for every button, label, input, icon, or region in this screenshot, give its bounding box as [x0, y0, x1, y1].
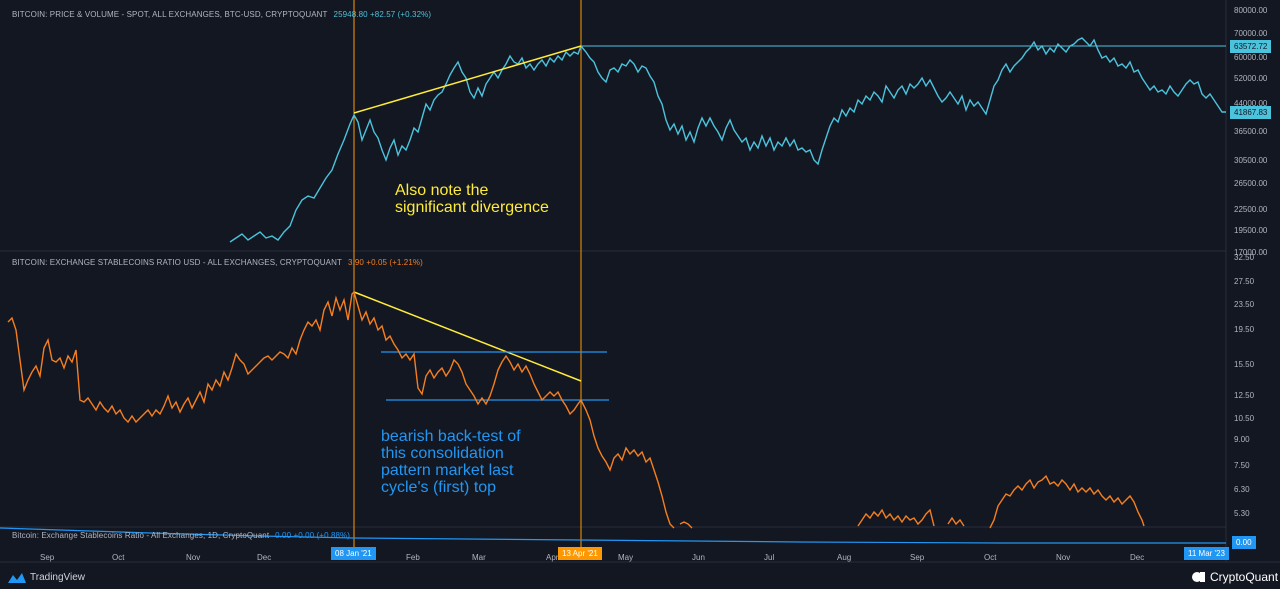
bottom-value-tag: 0.00: [1232, 536, 1256, 549]
x-tick: May: [618, 553, 633, 562]
cryptoquant-logo[interactable]: CryptoQuant: [1192, 570, 1278, 584]
tradingview-icon: [8, 572, 26, 583]
backtest-line-3: pattern market last: [381, 462, 514, 479]
cryptoquant-label: CryptoQuant: [1210, 570, 1279, 584]
x-tick: Sep: [40, 553, 55, 562]
price-tag-current: 41867.83: [1230, 106, 1272, 119]
x-tick: Oct: [112, 553, 125, 562]
price-pane-title-text: BITCOIN: PRICE & VOLUME - SPOT, ALL EXCH…: [12, 10, 328, 19]
y-tick-price: 22500.00: [1234, 205, 1268, 214]
date-tag-end: 11 Mar '23: [1184, 547, 1229, 560]
y-tick-ratio: 15.50: [1234, 360, 1255, 369]
x-tick: Sep: [910, 553, 925, 562]
x-tick: Nov: [186, 553, 200, 562]
ratio-pane-title-text: BITCOIN: EXCHANGE STABLECOINS RATIO USD …: [12, 258, 342, 267]
y-tick-price: 52000.00: [1234, 74, 1268, 83]
price-pane-change: +82.57 (+0.32%): [370, 10, 432, 19]
x-tick: Jun: [692, 553, 705, 562]
y-tick-ratio: 7.50: [1234, 461, 1250, 470]
bottom-ratio-line: [0, 527, 1226, 544]
x-tick: Feb: [406, 553, 420, 562]
x-tick: Apr: [546, 553, 559, 562]
bottom-pane-title: Bitcoin: Exchange Stablecoins Ratio - Al…: [12, 531, 350, 540]
y-tick-price: 30500.00: [1234, 156, 1268, 165]
y-tick-price: 60000.00: [1234, 53, 1268, 62]
tradingview-logo[interactable]: TradingView: [8, 572, 85, 583]
price-tag-high: 63572.72: [1230, 40, 1272, 53]
y-tick-ratio: 23.50: [1234, 300, 1255, 309]
x-tick: Mar: [472, 553, 486, 562]
ratio-pane-change: +0.05 (+1.21%): [366, 258, 423, 267]
backtest-line-2: this consolidation: [381, 445, 504, 462]
y-tick-ratio: 9.00: [1234, 435, 1250, 444]
y-tick-ratio: 6.30: [1234, 485, 1250, 494]
y-tick-price: 26500.00: [1234, 179, 1268, 188]
y-tick-price: 36500.00: [1234, 127, 1268, 136]
y-tick-ratio: 5.30: [1234, 509, 1250, 518]
price-pane-title: BITCOIN: PRICE & VOLUME - SPOT, ALL EXCH…: [12, 10, 431, 19]
x-tick: Dec: [1130, 553, 1144, 562]
trendline-ratio-down: [353, 291, 582, 382]
y-axis-ratio: 32.50 27.50 23.50 19.50 15.50 12.50 10.50 9.00 7…: [1234, 253, 1255, 518]
backtest-line-4: cycle's (first) top: [381, 479, 497, 496]
x-tick: Jul: [764, 553, 774, 562]
divergence-annotation: Also note the significant divergence: [395, 182, 549, 216]
bottom-pane-title-text: Bitcoin: Exchange Stablecoins Ratio - Al…: [12, 531, 270, 540]
x-tick: Aug: [837, 553, 851, 562]
y-axis-price: 80000.00 70000.00 60000.00 52000.00 44000.00…: [1234, 6, 1268, 257]
y-tick-ratio: 19.50: [1234, 325, 1255, 334]
trendline-price-up: [353, 45, 582, 114]
y-tick-ratio: 32.50: [1234, 253, 1255, 262]
x-tick: Nov: [1056, 553, 1070, 562]
divergence-line-2: significant divergence: [395, 199, 549, 216]
y-tick-price: 70000.00: [1234, 29, 1268, 38]
x-axis-time: Sep Oct Nov Dec Feb Mar Apr May Jun Jul Aug Sep Oct N…: [40, 553, 1144, 562]
y-tick-price: 19500.00: [1234, 226, 1268, 235]
cryptoquant-icon: [1192, 572, 1205, 582]
backtest-annotation: bearish back-test of this consolidation …: [381, 428, 521, 496]
ratio-pane-title: BITCOIN: EXCHANGE STABLECOINS RATIO USD …: [12, 258, 423, 267]
date-tag-jan: 08 Jan '21: [331, 547, 376, 560]
ratio-line: [7, 290, 1145, 529]
y-tick-price: 17000.00: [1234, 248, 1268, 257]
x-tick: Oct: [984, 553, 997, 562]
price-line: [229, 37, 1226, 243]
y-tick-price: 44000.00: [1234, 99, 1268, 108]
y-tick-price: 80000.00: [1234, 6, 1268, 15]
ratio-pane-value: 3.90: [347, 258, 364, 267]
y-tick-ratio: 27.50: [1234, 277, 1255, 286]
backtest-line-1: bearish back-test of: [381, 428, 521, 445]
bottom-pane-value: 0.00: [275, 531, 292, 540]
tradingview-label: TradingView: [30, 572, 86, 583]
divergence-line-1: Also note the: [395, 182, 489, 199]
y-tick-ratio: 12.50: [1234, 391, 1255, 400]
x-tick: Dec: [257, 553, 271, 562]
bottom-pane-change: +0.00 (+0.88%): [293, 531, 351, 540]
date-tag-apr: 13 Apr '21: [558, 547, 602, 560]
price-pane-value: 25948.80: [333, 10, 368, 19]
y-tick-ratio: 10.50: [1234, 414, 1255, 423]
